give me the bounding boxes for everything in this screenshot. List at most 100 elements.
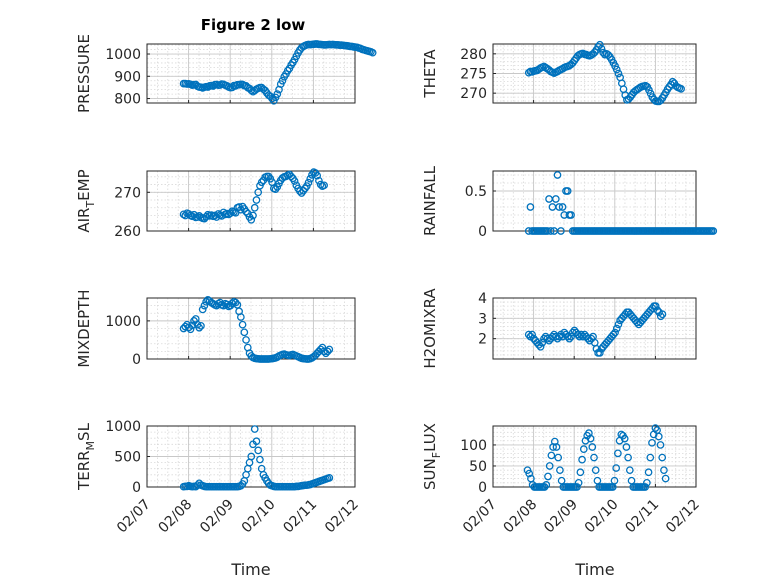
data-point xyxy=(588,443,597,451)
data-point xyxy=(195,323,204,332)
data-point xyxy=(242,207,250,216)
data-point xyxy=(610,476,619,485)
y-tick-label: 800 xyxy=(114,92,141,108)
y-tick-label: 3 xyxy=(478,311,487,327)
data-point xyxy=(247,452,256,461)
data-point xyxy=(552,443,561,451)
data-point xyxy=(709,227,718,235)
data-point xyxy=(283,66,292,75)
data-point xyxy=(250,425,259,433)
data-point xyxy=(223,300,231,309)
data-point xyxy=(247,215,256,224)
data-point xyxy=(609,330,618,339)
data-point xyxy=(538,338,547,347)
y-tick-label: 0 xyxy=(132,352,141,368)
x-tick-label: 02/10 xyxy=(239,497,279,537)
data-point xyxy=(612,65,621,74)
data-point xyxy=(368,48,377,57)
x-tick-label: 02/09 xyxy=(541,497,581,537)
data-point xyxy=(524,330,533,339)
data-point xyxy=(620,434,629,443)
data-point xyxy=(573,483,581,491)
data-point xyxy=(547,451,556,460)
data-point xyxy=(193,481,202,490)
axes-box xyxy=(146,43,356,104)
data-point xyxy=(228,299,237,308)
x-tick-label: 02/10 xyxy=(582,497,622,537)
data-point xyxy=(612,464,621,472)
y-tick-label: 4 xyxy=(478,291,487,307)
x-tick-label: 02/07 xyxy=(114,497,154,537)
y-tick-label: 500 xyxy=(114,450,141,466)
data-point xyxy=(595,40,604,49)
data-point xyxy=(553,171,562,179)
data-point xyxy=(622,443,631,451)
data-point xyxy=(653,306,662,315)
x-tick-label: 02/12 xyxy=(663,497,703,537)
data-point xyxy=(614,320,623,329)
data-point xyxy=(237,313,245,321)
data-point xyxy=(614,449,622,458)
data-point xyxy=(198,305,207,314)
data-point xyxy=(574,478,583,487)
data-point xyxy=(313,171,322,180)
data-point xyxy=(540,483,549,491)
data-point xyxy=(536,342,545,351)
data-point xyxy=(250,203,259,212)
data-point xyxy=(318,343,327,352)
y-axis-label: THETA xyxy=(421,49,439,99)
data-point xyxy=(202,297,211,306)
data-point xyxy=(555,332,564,341)
axes-box xyxy=(492,43,697,104)
data-point xyxy=(186,325,195,334)
data-point xyxy=(316,180,325,189)
data-point xyxy=(278,76,287,85)
x-axis-label-left: Time xyxy=(230,560,270,579)
data-point xyxy=(542,481,551,489)
data-point xyxy=(226,209,235,218)
data-point xyxy=(200,301,209,310)
y-tick-label: 900 xyxy=(114,69,141,85)
data-point xyxy=(325,473,334,482)
data-point xyxy=(625,466,634,475)
y-tick-label: 2 xyxy=(478,332,487,348)
y-tick-label: 50 xyxy=(469,459,487,475)
data-point xyxy=(658,310,667,319)
data-point xyxy=(254,446,263,455)
panel-pressure: 800 900 1000 PRESSURE xyxy=(75,34,377,113)
axes-box xyxy=(492,425,697,488)
data-point xyxy=(656,312,665,321)
data-point xyxy=(677,84,685,93)
data-point xyxy=(612,324,621,333)
x-tick-label: 02/09 xyxy=(197,497,237,537)
data-point xyxy=(238,320,247,329)
data-point xyxy=(193,213,202,221)
data-point xyxy=(556,466,564,475)
data-point xyxy=(242,336,250,344)
data-point xyxy=(273,90,282,98)
y-axis-label: H2OMIXRA xyxy=(421,288,439,369)
y-tick-label: 260 xyxy=(114,224,141,240)
x-tick-label: 02/11 xyxy=(280,497,320,537)
plot-area xyxy=(493,171,696,231)
data-point xyxy=(188,321,197,330)
data-point xyxy=(658,453,667,462)
panel-rainfall: 0 0.5 RAINFALL xyxy=(421,165,718,240)
data-point xyxy=(651,302,660,310)
data-point xyxy=(558,203,567,211)
data-point xyxy=(590,453,598,462)
y-tick-label: 0 xyxy=(478,224,487,240)
data-point xyxy=(528,330,536,339)
x-tick-label: 02/07 xyxy=(460,497,500,537)
data-point xyxy=(256,455,264,464)
data-point xyxy=(524,68,533,77)
data-point xyxy=(644,468,653,477)
plot-area xyxy=(493,298,696,359)
data-point xyxy=(641,483,650,491)
panel-h2omixra: 2 3 4 H2OMIXRA xyxy=(421,288,697,369)
data-point xyxy=(557,227,565,235)
figure-title: Figure 2 low xyxy=(201,16,306,34)
x-tick-label: 02/12 xyxy=(322,497,362,537)
y-tick-label: 270 xyxy=(114,185,141,201)
